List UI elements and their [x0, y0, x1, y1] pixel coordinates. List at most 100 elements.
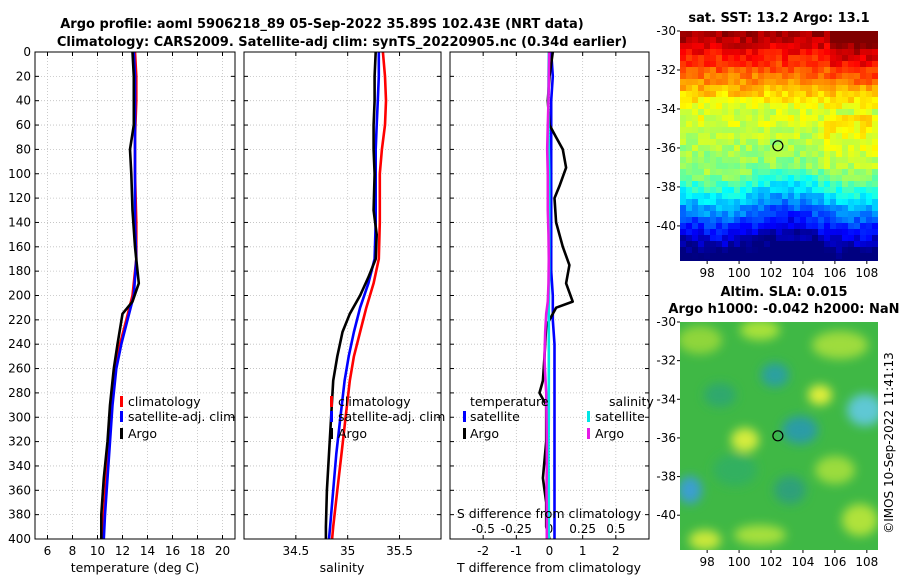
- depth-tick-label: 20: [16, 69, 31, 83]
- sst-cell: [734, 61, 741, 68]
- sst-cell: [806, 97, 813, 104]
- sst-cell: [866, 115, 873, 122]
- sst-cell: [824, 91, 831, 98]
- sst-cell: [704, 85, 711, 92]
- sst-cell: [686, 121, 693, 128]
- x-tick-label: 14: [140, 544, 155, 558]
- sst-cell: [746, 73, 753, 80]
- x-tick-label: 1: [579, 544, 587, 558]
- sst-cell: [860, 241, 867, 248]
- sst-cell: [770, 241, 777, 248]
- temperature-tick-labels: 6 8 10 12 14 16 18 20: [44, 544, 230, 558]
- sst-cell: [746, 181, 753, 188]
- sst-cell: [740, 61, 747, 68]
- sst-cell: [698, 211, 705, 218]
- sst-cell: [842, 55, 849, 62]
- sst-cell: [764, 31, 771, 38]
- sst-cell: [734, 205, 741, 212]
- lat-tick-label: -40: [656, 508, 676, 522]
- argo-float-position-marker: [772, 430, 784, 442]
- sst-cell: [776, 73, 783, 80]
- sst-cell: [794, 55, 801, 62]
- sst-cell: [800, 217, 807, 224]
- sst-cell: [806, 187, 813, 194]
- sst-cell: [710, 193, 717, 200]
- sst-cell: [800, 193, 807, 200]
- sst-cell: [854, 61, 861, 68]
- sst-cell: [842, 127, 849, 134]
- sst-cell: [704, 55, 711, 62]
- sst-cell: [866, 229, 873, 236]
- sst-cell: [704, 253, 711, 260]
- sst-cell: [794, 133, 801, 140]
- sst-cell: [860, 247, 867, 254]
- sst-cell: [698, 217, 705, 224]
- sst-cell: [698, 259, 705, 261]
- sst-cell: [680, 79, 687, 86]
- lat-tick-label: -40: [656, 219, 676, 233]
- sst-cell: [800, 97, 807, 104]
- sst-cell: [686, 247, 693, 254]
- sst-cell: [680, 169, 687, 176]
- sst-cell: [842, 37, 849, 44]
- sst-cell: [710, 139, 717, 146]
- sst-cell: [842, 109, 849, 116]
- sst-cell: [722, 151, 729, 158]
- sst-cell: [800, 61, 807, 68]
- sst-cell: [872, 121, 878, 128]
- sst-cell: [758, 73, 765, 80]
- sst-cell: [800, 91, 807, 98]
- sst-cell: [812, 181, 819, 188]
- lon-tick-label: 104: [791, 266, 814, 280]
- series-line-salinity-argo: [543, 52, 551, 539]
- sst-cell: [872, 181, 878, 188]
- sst-cell: [848, 109, 855, 116]
- sst-cell: [824, 163, 831, 170]
- sst-cell: [812, 151, 819, 158]
- legend-swatch-t-satellite: [463, 411, 466, 422]
- sst-cell: [716, 217, 723, 224]
- sst-cell: [740, 223, 747, 230]
- sla-anomaly-blob: [774, 476, 806, 504]
- sst-cell: [854, 235, 861, 242]
- sst-cell: [728, 235, 735, 242]
- sst-cell: [770, 103, 777, 110]
- sst-cell: [836, 109, 843, 116]
- sst-cell: [854, 229, 861, 236]
- sst-cell: [848, 115, 855, 122]
- sst-cell: [854, 133, 861, 140]
- sst-cell: [800, 211, 807, 218]
- sst-cell: [848, 217, 855, 224]
- sst-cell: [824, 169, 831, 176]
- sst-cell: [704, 127, 711, 134]
- sst-cell: [728, 133, 735, 140]
- sst-cell: [740, 91, 747, 98]
- sst-cell: [854, 37, 861, 44]
- sst-cell: [770, 49, 777, 56]
- legend-swatch-satellite-adj: [120, 411, 123, 422]
- sst-cell: [710, 169, 717, 176]
- sst-cell: [698, 43, 705, 50]
- sst-cell: [740, 151, 747, 158]
- sst-cell: [734, 181, 741, 188]
- sst-cell: [872, 127, 878, 134]
- sst-cell: [806, 139, 813, 146]
- sst-cell: [872, 43, 878, 50]
- sst-cell: [728, 241, 735, 248]
- sst-cell: [752, 121, 759, 128]
- sst-cell: [770, 247, 777, 254]
- sst-cell: [866, 241, 873, 248]
- sst-cell: [764, 43, 771, 50]
- sst-cell: [752, 205, 759, 212]
- sst-cell: [866, 91, 873, 98]
- sla-map-title-line2: Argo h1000: -0.042 h2000: NaN: [668, 302, 899, 317]
- sla-anomaly-blob: [842, 504, 878, 536]
- sst-cell: [812, 133, 819, 140]
- sst-cell: [860, 229, 867, 236]
- sst-cell: [740, 43, 747, 50]
- sst-cell: [734, 49, 741, 56]
- sst-cell: [866, 205, 873, 212]
- sst-cell: [752, 67, 759, 74]
- sst-cell: [686, 187, 693, 194]
- sst-cell: [806, 157, 813, 164]
